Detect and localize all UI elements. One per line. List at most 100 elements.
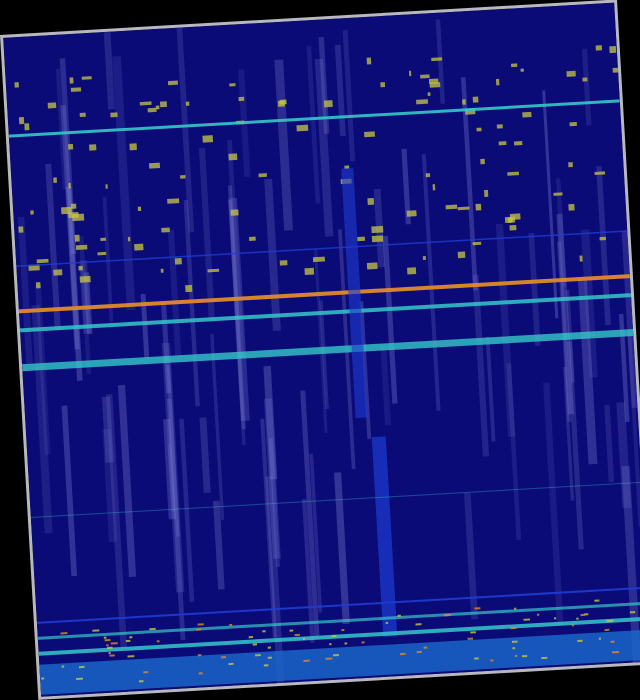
signal-burst	[18, 226, 24, 233]
noise-streak	[401, 148, 411, 225]
signal-burst	[610, 640, 615, 643]
noise-streak	[472, 274, 490, 457]
noise-streak	[161, 342, 185, 593]
signal-burst	[75, 244, 88, 250]
signal-burst	[134, 243, 144, 251]
signal-burst	[462, 99, 466, 105]
signal-burst	[583, 613, 589, 616]
signal-burst	[79, 112, 86, 118]
signal-burst	[470, 631, 476, 634]
signal-burst	[68, 183, 71, 189]
signal-burst	[498, 141, 507, 146]
noise-streak	[105, 394, 127, 648]
signal-burst	[606, 619, 614, 623]
signal-burst	[159, 101, 168, 108]
signal-burst	[416, 99, 429, 105]
signal-burst	[415, 623, 422, 626]
signal-burst	[604, 628, 610, 632]
noise-streak	[227, 139, 245, 359]
noise-streak	[103, 32, 115, 110]
signal-burst	[428, 78, 439, 84]
noise-streak	[306, 46, 321, 204]
signal-burst	[325, 657, 333, 660]
signal-burst	[521, 654, 528, 658]
noise-streak	[166, 398, 186, 641]
signal-burst	[514, 607, 517, 610]
signal-burst	[380, 82, 386, 88]
signal-burst	[332, 654, 339, 657]
signal-burst	[612, 651, 620, 654]
signal-burst	[496, 124, 503, 129]
signal-burst	[495, 78, 500, 86]
signal-burst	[371, 225, 384, 234]
signal-burst	[568, 162, 573, 168]
signal-burst	[609, 46, 617, 54]
noise-streak	[102, 428, 118, 543]
noise-streak	[102, 196, 114, 323]
signal-burst	[296, 124, 309, 132]
signal-burst	[511, 640, 518, 643]
noise-streak	[618, 313, 630, 423]
signal-burst	[520, 68, 524, 72]
signal-line	[30, 481, 640, 519]
noise-streak	[314, 58, 334, 237]
signal-burst	[70, 87, 82, 92]
signal-burst	[110, 112, 118, 118]
noise-streak	[167, 229, 182, 356]
signal-burst	[553, 192, 563, 196]
signal-burst	[30, 210, 34, 215]
signal-burst	[508, 217, 513, 223]
noise-streak	[577, 277, 598, 465]
signal-burst	[69, 77, 74, 84]
signal-burst	[595, 45, 603, 51]
noise-streak	[112, 56, 136, 311]
signal-burst	[510, 63, 518, 68]
signal-burst	[89, 144, 97, 151]
noise-streak	[604, 404, 615, 483]
signal-burst	[92, 629, 100, 632]
noise-streak	[198, 147, 216, 322]
signal-burst	[582, 77, 588, 82]
noise-streak	[380, 346, 391, 426]
signal-burst	[568, 203, 575, 211]
signal-burst	[174, 258, 182, 265]
signal-burst	[408, 70, 412, 77]
signal-burst	[161, 227, 170, 233]
signal-burst	[68, 212, 79, 219]
signal-burst	[400, 652, 406, 656]
signal-burst	[566, 70, 576, 77]
signal-burst	[53, 269, 63, 276]
signal-burst	[571, 624, 575, 627]
signal-burst	[484, 189, 489, 197]
noise-streak	[566, 341, 584, 550]
signal-burst	[103, 636, 107, 639]
noise-streak	[140, 293, 150, 359]
signal-burst	[420, 74, 430, 79]
noise-streak	[213, 500, 225, 590]
signal-burst	[598, 637, 601, 640]
signal-burst	[427, 92, 431, 97]
signal-burst	[76, 677, 83, 681]
signal-burst	[254, 654, 261, 657]
noise-streak	[506, 363, 522, 541]
signal-burst	[202, 135, 214, 143]
noise-streak	[210, 333, 225, 520]
signal-burst	[149, 627, 156, 631]
signal-burst	[512, 647, 516, 650]
signal-burst	[277, 100, 285, 107]
signal-burst	[344, 642, 348, 645]
signal-burst	[406, 210, 417, 217]
signal-line	[19, 293, 632, 333]
signal-burst	[180, 175, 186, 179]
signal-burst	[371, 235, 384, 243]
noise-streak	[83, 272, 93, 335]
signal-burst	[220, 656, 227, 659]
noise-streak	[228, 199, 246, 446]
signal-burst	[432, 184, 436, 191]
noise-streak	[101, 396, 114, 463]
signal-burst	[155, 105, 160, 110]
signal-burst	[197, 623, 204, 626]
noise-streak	[263, 365, 278, 480]
signal-burst	[329, 643, 332, 646]
